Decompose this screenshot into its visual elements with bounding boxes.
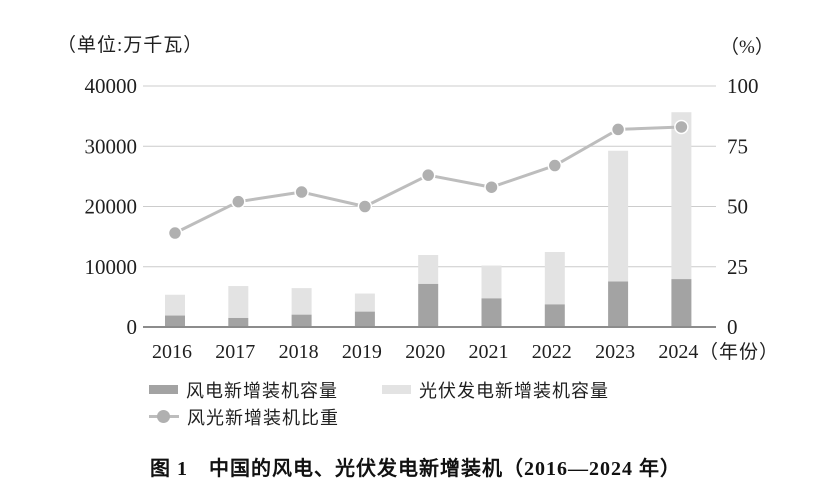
share-marker — [167, 225, 183, 241]
bar-wind — [291, 314, 312, 327]
share-marker — [294, 184, 309, 200]
x-axis-tick: 2019 — [342, 341, 382, 363]
bar-solar — [291, 288, 312, 315]
bar-solar — [671, 112, 692, 280]
x-axis-tick: 2023 — [595, 341, 635, 363]
x-axis-tick: 2017 — [215, 341, 255, 363]
figure-caption: 图 1 中国的风电、光伏发电新增装机（2016—2024 年） — [150, 458, 681, 480]
share-line-swatch-dot — [157, 410, 170, 423]
bar-solar — [418, 255, 439, 284]
bar-solar — [165, 294, 185, 316]
bar-wind — [608, 281, 629, 327]
legend-label-share: 风光新增装机比重 — [187, 407, 339, 428]
bar-solar — [481, 265, 502, 299]
legend-label-wind: 风电新增装机容量 — [186, 380, 338, 401]
share-marker — [231, 194, 246, 209]
bar-wind — [165, 315, 185, 327]
share-marker — [610, 122, 626, 137]
bar-wind — [228, 317, 249, 327]
left-axis-unit-label: （单位:万千瓦） — [57, 35, 204, 56]
bar-wind — [354, 311, 375, 327]
x-axis-title: （年份） — [699, 341, 779, 363]
bar-solar — [354, 293, 375, 312]
share-marker — [547, 158, 563, 173]
solar-bar-swatch — [382, 385, 411, 394]
legend-row-1: 风电新增装机容量 光伏发电新增装机容量 — [149, 376, 609, 403]
x-axis-tick: 2022 — [532, 341, 572, 363]
x-axis-tick: 2024 — [658, 341, 698, 363]
share-marker — [357, 199, 373, 214]
share-line-swatch — [149, 410, 179, 423]
bar-solar — [228, 286, 249, 318]
y-axis-tick-right: 25 — [727, 255, 748, 279]
bar-solar — [608, 150, 629, 282]
x-axis-tick: 2018 — [279, 341, 319, 363]
bar-wind — [418, 283, 439, 327]
x-axis-tick: 2020 — [405, 341, 445, 363]
right-axis-unit-label: （%） — [720, 37, 774, 58]
y-axis-tick-left: 0 — [127, 315, 138, 339]
bar-solar — [544, 251, 565, 305]
y-axis-tick-right: 0 — [727, 315, 738, 339]
x-axis-tick: 2021 — [469, 341, 509, 363]
legend-item-share: 风光新增装机比重 — [149, 404, 339, 430]
y-axis-tick-left: 10000 — [85, 255, 138, 279]
y-axis-tick-right: 100 — [727, 74, 759, 98]
chart-legend: 风电新增装机容量 光伏发电新增装机容量 风光新增装机比重 — [149, 376, 609, 430]
y-axis-tick-right: 50 — [727, 195, 748, 219]
legend-label-solar: 光伏发电新增装机容量 — [419, 380, 609, 401]
chart-plot: 0 10000 20000 30000 40000 0 25 50 75 100 2016 2017 2… — [85, 74, 779, 363]
legend-item-wind: 风电新增装机容量 — [149, 377, 338, 403]
y-axis-tick-left: 20000 — [85, 195, 138, 219]
bar-wind — [544, 304, 565, 327]
y-axis-tick-left: 30000 — [85, 134, 138, 158]
y-axis-tick-left: 40000 — [85, 74, 138, 98]
wind-bar-swatch — [149, 385, 178, 394]
x-axis-tick: 2016 — [152, 341, 192, 363]
y-axis-tick-right: 75 — [727, 134, 748, 158]
bar-wind — [671, 279, 692, 327]
legend-item-solar: 光伏发电新增装机容量 — [382, 377, 609, 403]
share-marker — [420, 167, 436, 183]
share-marker — [674, 119, 689, 135]
legend-row-2: 风光新增装机比重 — [149, 403, 609, 430]
share-marker — [484, 179, 499, 195]
bar-wind — [481, 298, 502, 327]
